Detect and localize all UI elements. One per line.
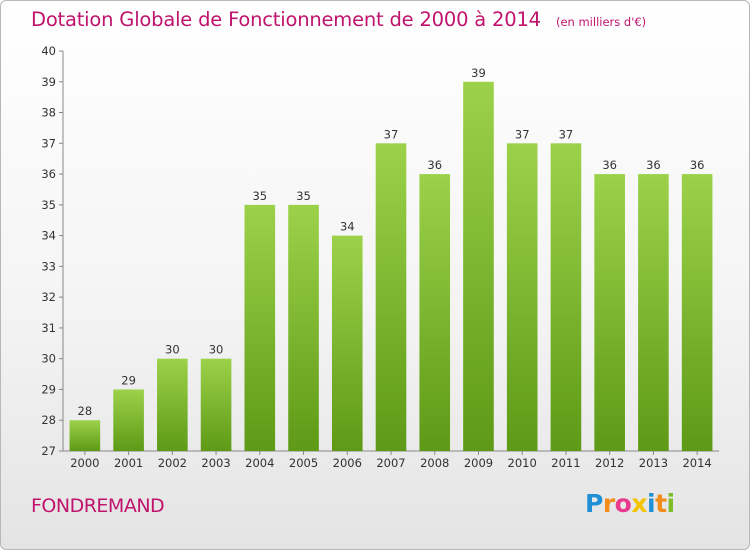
bar-value-label: 36: [646, 158, 661, 172]
bar: [681, 174, 713, 452]
x-tick-label: 2014: [682, 456, 711, 470]
bar: [157, 358, 188, 451]
bar: [288, 204, 319, 451]
y-tick-label: 34: [41, 229, 56, 243]
bar-value-label: 37: [559, 127, 574, 141]
x-tick-label: 2001: [114, 456, 143, 470]
bar-value-label: 36: [602, 158, 617, 172]
logo-letter: o: [614, 489, 632, 518]
y-tick-label: 30: [41, 352, 56, 366]
y-tick-label: 33: [41, 259, 56, 273]
bar: [244, 204, 276, 451]
logo-letter: t: [655, 489, 667, 518]
bars: [69, 81, 713, 452]
data-labels: 28 29 30 30 35 35 34 37 36 39 37 37 36 36 36: [78, 66, 705, 418]
x-tick-label: 2003: [201, 456, 230, 470]
y-tick-label: 31: [41, 321, 56, 335]
logo-letter: r: [602, 489, 615, 518]
x-tick-label: 2008: [420, 456, 449, 470]
bar-value-label: 37: [515, 127, 530, 141]
x-tick-label: 2010: [508, 456, 537, 470]
bar-value-label: 30: [165, 343, 180, 357]
bar: [200, 358, 232, 451]
bar: [594, 174, 625, 452]
bar: [113, 389, 144, 451]
logo-letter: P: [585, 489, 603, 518]
y-tick-label: 28: [41, 413, 56, 427]
bar: [69, 420, 101, 451]
y-tick-label: 38: [41, 106, 56, 120]
y-tick-label: 39: [41, 75, 56, 89]
bar-value-label: 36: [427, 158, 442, 172]
x-tick-label: 2002: [158, 456, 187, 470]
y-tick-label: 37: [41, 136, 56, 150]
x-tick-label: 2000: [70, 456, 99, 470]
bar-value-label: 35: [296, 189, 311, 203]
chart-title-row: Dotation Globale de Fonctionnement de 20…: [31, 8, 646, 31]
logo-letter: i: [666, 489, 676, 518]
x-tick-label: 2005: [289, 456, 318, 470]
y-tick-label: 36: [41, 167, 56, 181]
x-tick-label: 2006: [333, 456, 362, 470]
bar: [638, 174, 669, 452]
y-tick-label: 32: [41, 290, 56, 304]
proxiti-logo: Proxiti: [585, 489, 675, 518]
bar-value-label: 30: [209, 343, 224, 357]
bar-value-label: 36: [690, 158, 705, 172]
x-tick-label: 2011: [551, 456, 580, 470]
bar-value-label: 28: [78, 404, 93, 418]
bar: [331, 235, 363, 451]
x-tick-label: 2012: [595, 456, 624, 470]
x-tick-label: 2004: [245, 456, 274, 470]
logo-letter: x: [631, 489, 647, 518]
x-tick-label: 2013: [639, 456, 668, 470]
bar: [506, 143, 538, 452]
y-tick-label: 40: [41, 44, 56, 58]
bar-value-label: 35: [252, 189, 267, 203]
bar-value-label: 39: [471, 66, 486, 80]
bar-value-label: 34: [340, 220, 355, 234]
logo-letter: i: [647, 489, 656, 518]
y-tick-label: 35: [41, 198, 56, 212]
bar-value-label: 37: [384, 127, 399, 141]
x-tick-label: 2009: [464, 456, 493, 470]
bar: [463, 81, 494, 452]
chart-unit-note: (en milliers d'€): [555, 15, 647, 29]
bar-value-label: 29: [121, 373, 136, 387]
bar: [375, 143, 407, 452]
y-tick-label: 29: [41, 382, 56, 396]
chart-title: Dotation Globale de Fonctionnement de 20…: [31, 8, 541, 31]
bar: [419, 174, 451, 452]
bar: [550, 143, 582, 452]
commune-name: FONDREMAND: [31, 495, 165, 517]
x-tick-label: 2007: [376, 456, 405, 470]
y-tick-label: 27: [41, 444, 56, 458]
